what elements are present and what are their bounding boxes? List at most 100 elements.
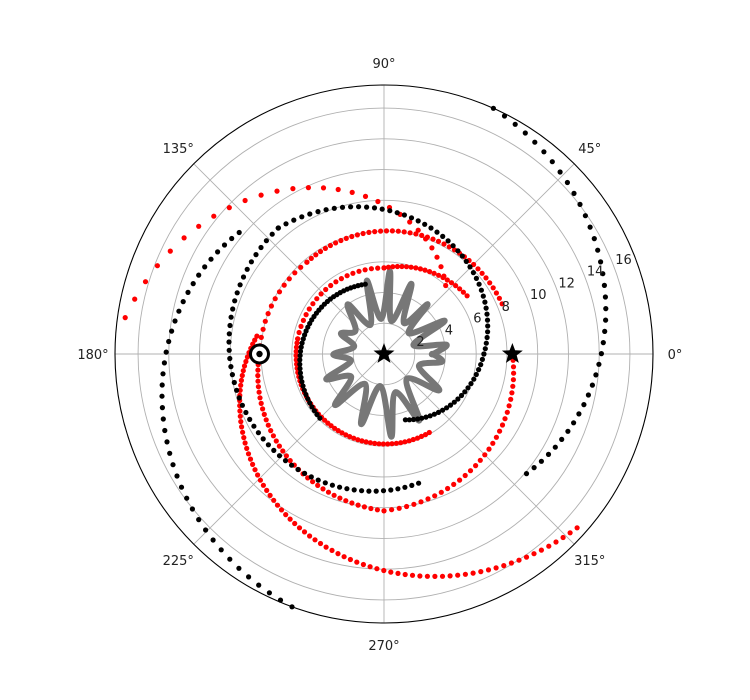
data-point bbox=[376, 441, 382, 447]
data-point bbox=[477, 457, 483, 463]
data-point bbox=[349, 233, 355, 240]
data-point bbox=[502, 416, 508, 422]
data-point bbox=[481, 351, 487, 357]
data-point bbox=[381, 508, 387, 514]
radial-tick-label: 16 bbox=[615, 253, 632, 268]
data-point bbox=[463, 258, 469, 264]
data-point bbox=[271, 497, 277, 503]
data-point bbox=[378, 228, 384, 234]
data-point bbox=[559, 436, 565, 442]
data-point bbox=[473, 275, 479, 281]
data-point bbox=[435, 238, 442, 244]
data-point bbox=[276, 453, 283, 459]
data-point bbox=[484, 311, 490, 317]
data-point bbox=[389, 507, 395, 513]
data-point bbox=[396, 505, 402, 511]
data-point bbox=[589, 382, 596, 388]
data-point bbox=[320, 486, 326, 492]
data-point bbox=[210, 537, 216, 543]
data-point bbox=[310, 301, 316, 307]
data-point bbox=[393, 440, 399, 446]
data-point bbox=[462, 571, 468, 577]
data-point bbox=[230, 306, 236, 312]
data-point bbox=[362, 267, 368, 273]
data-point bbox=[410, 416, 417, 423]
data-point bbox=[351, 435, 357, 441]
data-point bbox=[251, 423, 257, 429]
data-point bbox=[366, 488, 372, 494]
data-point bbox=[300, 336, 306, 342]
data-point bbox=[296, 525, 303, 531]
data-point bbox=[323, 544, 329, 550]
data-point bbox=[298, 344, 304, 350]
data-point bbox=[483, 305, 489, 311]
data-point bbox=[414, 435, 421, 441]
data-point bbox=[506, 403, 512, 409]
data-point bbox=[202, 264, 208, 270]
data-point bbox=[307, 400, 313, 406]
data-point bbox=[430, 236, 436, 242]
data-point bbox=[258, 400, 264, 406]
data-point bbox=[565, 428, 571, 434]
data-point bbox=[538, 458, 545, 464]
data-point bbox=[338, 276, 344, 282]
data-point bbox=[247, 416, 253, 422]
data-point bbox=[301, 529, 308, 535]
data-point bbox=[208, 256, 214, 262]
data-point bbox=[159, 382, 165, 388]
data-point bbox=[591, 236, 597, 242]
data-point bbox=[299, 379, 305, 385]
data-point bbox=[478, 362, 484, 368]
data-point bbox=[164, 439, 170, 445]
data-point bbox=[333, 279, 339, 285]
data-point bbox=[255, 472, 261, 478]
data-point bbox=[315, 482, 321, 488]
data-point bbox=[360, 561, 366, 568]
data-point bbox=[473, 371, 479, 378]
data-point bbox=[402, 439, 408, 445]
data-point bbox=[549, 159, 555, 165]
data-point bbox=[367, 564, 373, 570]
data-point bbox=[478, 287, 484, 293]
data-point bbox=[595, 247, 601, 253]
data-point bbox=[297, 353, 303, 359]
data-point bbox=[161, 360, 167, 366]
data-point bbox=[426, 429, 432, 436]
data-point bbox=[234, 387, 240, 393]
data-point bbox=[499, 422, 506, 428]
radial-tick-label: 8 bbox=[502, 300, 510, 315]
data-point bbox=[385, 441, 391, 447]
data-point bbox=[434, 229, 440, 235]
data-point bbox=[501, 563, 507, 569]
data-point bbox=[242, 440, 248, 446]
data-point bbox=[475, 266, 481, 272]
data-point bbox=[379, 206, 385, 212]
data-point bbox=[122, 315, 128, 321]
data-point bbox=[413, 265, 419, 271]
data-point bbox=[374, 507, 380, 513]
data-point bbox=[258, 334, 264, 340]
data-point bbox=[482, 299, 488, 305]
data-point bbox=[464, 293, 470, 299]
data-point bbox=[596, 361, 602, 367]
data-point bbox=[329, 547, 335, 554]
data-point bbox=[243, 358, 249, 365]
data-point bbox=[439, 573, 446, 579]
data-point bbox=[468, 381, 474, 387]
data-point bbox=[176, 308, 182, 314]
data-point bbox=[229, 235, 235, 242]
data-point bbox=[287, 516, 293, 522]
data-point bbox=[280, 448, 286, 454]
data-point bbox=[600, 271, 606, 277]
data-point bbox=[335, 551, 341, 557]
data-point bbox=[258, 244, 264, 251]
data-point bbox=[328, 282, 334, 289]
data-point bbox=[244, 445, 250, 451]
data-point bbox=[313, 252, 319, 258]
data-point bbox=[299, 214, 305, 220]
data-point bbox=[312, 537, 318, 543]
data-point bbox=[560, 534, 566, 541]
data-point bbox=[163, 349, 169, 355]
data-point bbox=[411, 501, 417, 507]
data-point bbox=[485, 329, 491, 335]
